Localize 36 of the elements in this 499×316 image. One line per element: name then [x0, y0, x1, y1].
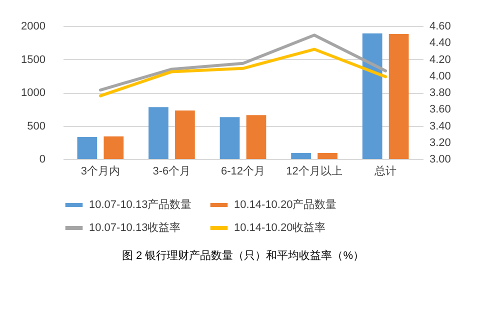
y-tick-label: 0 — [39, 154, 46, 166]
legend-label: 10.14-10.20收益率 — [234, 221, 326, 234]
y-tick-label: 2000 — [21, 20, 46, 32]
bar — [104, 136, 124, 159]
bar — [148, 107, 168, 159]
legend-label: 10.07-10.13产品数量 — [89, 198, 192, 211]
legend-label: 10.07-10.13收益率 — [89, 221, 181, 234]
bar — [175, 110, 195, 159]
legend-label: 10.14-10.20产品数量 — [234, 198, 337, 211]
y2-tick-label: 3.20 — [430, 136, 451, 149]
y-tick-label: 500 — [27, 120, 46, 132]
text: 图 2 银行理财产品数量（只）和平均收益率（%） — [122, 249, 364, 262]
bar — [291, 153, 311, 159]
bar — [388, 34, 409, 159]
bar — [318, 153, 338, 159]
y-tick-label: 1500 — [21, 54, 46, 66]
y-tick-label: 1000 — [21, 87, 46, 99]
bar — [246, 115, 266, 159]
bar — [220, 117, 240, 159]
y2-tick-label: 4.60 — [430, 20, 451, 32]
y2-tick-label: 4.00 — [430, 70, 451, 82]
bar — [362, 33, 382, 159]
x-tick-label: 12个月以上 — [286, 164, 342, 178]
y2-tick-label: 4.20 — [430, 54, 451, 66]
bar — [77, 137, 98, 159]
y2-tick-label: 3.80 — [430, 87, 451, 99]
line-series — [98, 34, 388, 92]
x-tick-label: 3-6个月 — [152, 166, 191, 178]
x-tick-label: 总计 — [374, 164, 397, 178]
y2-tick-label: 3.00 — [430, 154, 451, 166]
x-tick-label: 6-12个月 — [220, 166, 266, 178]
y2-tick-label: 4.40 — [430, 37, 451, 50]
y2-tick-label: 3.60 — [430, 104, 451, 116]
line-series — [98, 48, 388, 98]
x-tick-label: 3个月内 — [80, 164, 120, 178]
y2-tick-label: 3.40 — [430, 120, 451, 132]
